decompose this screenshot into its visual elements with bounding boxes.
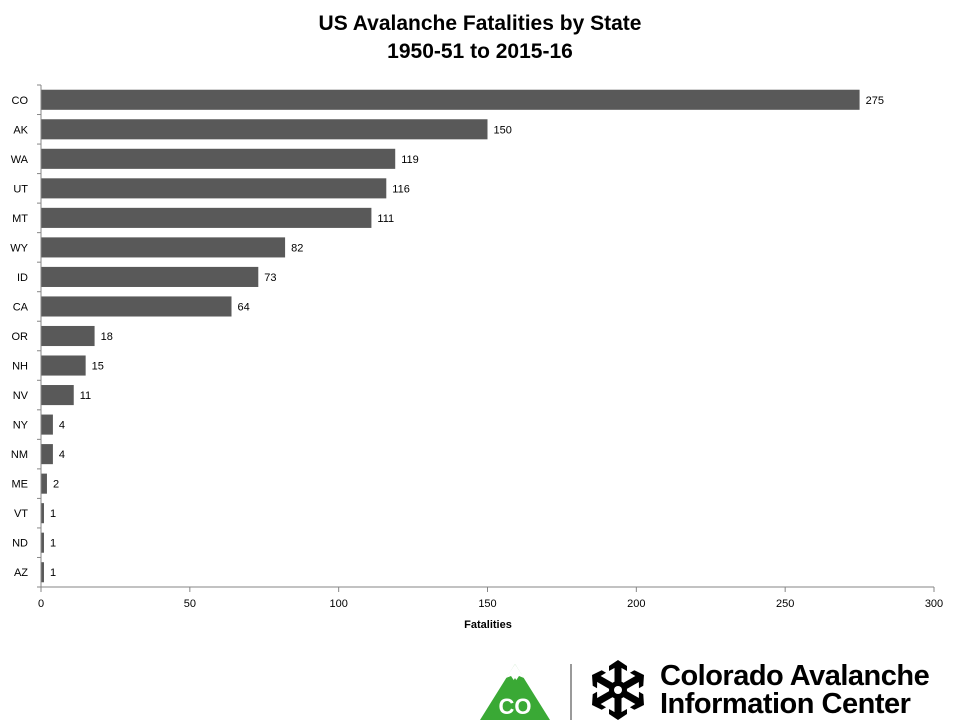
- category-label-OR: OR: [12, 331, 29, 343]
- bar-ID: [41, 266, 259, 287]
- category-label-ID: ID: [17, 272, 28, 284]
- category-label-NV: NV: [13, 390, 29, 402]
- chart-title-block: US Avalanche Fatalities by State 1950-51…: [0, 10, 960, 66]
- x-tick-label-250: 250: [776, 598, 794, 610]
- bar-VT: [41, 503, 44, 524]
- bar-NH: [41, 355, 86, 376]
- data-label-NY: 4: [59, 420, 65, 432]
- category-label-CA: CA: [13, 301, 29, 313]
- data-label-NH: 15: [92, 361, 104, 373]
- category-label-NM: NM: [11, 449, 28, 461]
- data-label-UT: 116: [392, 183, 410, 195]
- data-label-MT: 111: [377, 213, 394, 225]
- chart-title: US Avalanche Fatalities by State: [318, 12, 642, 35]
- data-label-AZ: 1: [50, 567, 56, 579]
- data-label-WA: 119: [401, 154, 419, 166]
- x-tick-label-100: 100: [329, 598, 347, 610]
- axis-layer: CO AK WA UT MT WY ID CA OR NH NV NY NM ME VT ND AZ 0 50 100…: [10, 84, 943, 610]
- category-label-AZ: AZ: [14, 567, 28, 579]
- bar-WA: [41, 148, 396, 169]
- data-label-WY: 82: [291, 242, 303, 254]
- bar-NV: [41, 385, 74, 406]
- logo-wordmark: Colorado Avalanche Information Center: [660, 660, 930, 720]
- bar-OR: [41, 325, 95, 347]
- logo-badge: CO: [480, 660, 644, 720]
- mountain-icon: [480, 664, 550, 720]
- category-label-AK: AK: [13, 124, 28, 136]
- category-label-NY: NY: [13, 420, 29, 432]
- data-label-NV: 11: [80, 390, 91, 402]
- category-label-ND: ND: [12, 538, 28, 550]
- data-label-AK: 150: [494, 124, 512, 136]
- bar-AK: [41, 119, 488, 140]
- logo: CO Colorado Avalanche Information Center: [478, 660, 960, 720]
- bar-CO: [41, 89, 860, 110]
- bar-ME: [41, 473, 47, 494]
- data-label-CO: 275: [866, 95, 884, 107]
- data-label-CA: 64: [238, 301, 250, 313]
- x-tick-label-150: 150: [478, 598, 496, 610]
- bar-MT: [41, 207, 372, 228]
- logo-line-1: Colorado Avalanche: [660, 660, 930, 692]
- data-label-OR: 18: [101, 331, 113, 343]
- x-axis-title: Fatalities: [464, 619, 512, 631]
- data-label-ME: 2: [53, 479, 59, 491]
- category-label-WY: WY: [10, 242, 28, 254]
- x-tick-label-300: 300: [925, 598, 943, 610]
- category-label-VT: VT: [14, 508, 28, 520]
- data-label-ND: 1: [50, 538, 56, 550]
- category-label-MT: MT: [12, 213, 28, 225]
- logo-line-2: Information Center: [660, 688, 911, 720]
- snowflake-icon: [592, 660, 644, 720]
- chart-subtitle: 1950-51 to 2015-16: [387, 40, 573, 63]
- data-label-NM: 4: [59, 449, 65, 461]
- category-label-ME: ME: [12, 479, 29, 491]
- x-tick-label-200: 200: [627, 598, 645, 610]
- data-label-VT: 1: [50, 508, 56, 520]
- data-label-ID: 73: [264, 272, 276, 284]
- bar-NM: [41, 444, 53, 465]
- x-tick-label-50: 50: [184, 598, 196, 610]
- bar-AZ: [41, 562, 44, 583]
- bar-UT: [41, 178, 387, 199]
- x-tick-label-0: 0: [38, 598, 44, 610]
- category-label-NH: NH: [12, 361, 28, 373]
- category-label-UT: UT: [13, 183, 28, 195]
- bar-ND: [41, 532, 44, 553]
- category-label-CO: CO: [12, 95, 29, 107]
- bar-WY: [41, 237, 286, 258]
- category-label-WA: WA: [11, 154, 29, 166]
- bar-NY: [41, 414, 53, 435]
- logo-badge-text: CO: [499, 694, 532, 719]
- bar-CA: [41, 296, 232, 317]
- logo-divider: [570, 664, 572, 720]
